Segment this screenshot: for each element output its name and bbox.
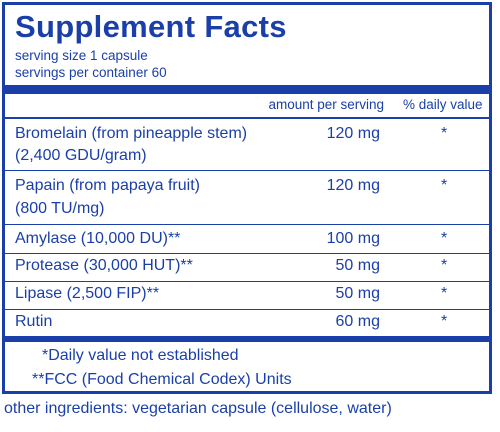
ingredient-amount: 60 mg [335, 313, 380, 330]
ingredient-daily-value: * [441, 285, 448, 302]
ingredient-daily-value: * [441, 313, 448, 330]
header-divider [5, 117, 489, 119]
row-divider [5, 309, 489, 310]
row-divider [5, 224, 489, 225]
ingredient-daily-value: * [441, 230, 448, 247]
row-divider [5, 170, 489, 171]
ingredient-amount: 100 mg [326, 230, 380, 247]
ingredient-name: Papain (from papaya fruit) [15, 177, 200, 194]
ingredient-detail: (2,400 GDU/gram) [15, 147, 147, 164]
ingredient-name: Protease (30,000 HUT)** [15, 257, 193, 274]
other-ingredients: other ingredients: vegetarian capsule (c… [4, 400, 392, 417]
ingredient-name: Lipase (2,500 FIP)** [15, 285, 160, 302]
serving-size: serving size 1 capsule [15, 48, 148, 63]
supplement-facts-panel: Supplement Facts serving size 1 capsule … [2, 2, 492, 394]
row-divider [5, 253, 489, 254]
column-header-amount: amount per serving [268, 97, 384, 112]
ingredient-amount: 120 mg [326, 177, 380, 194]
ingredient-name: Rutin [15, 313, 53, 330]
footnote-daily-value: *Daily value not established [42, 347, 239, 364]
ingredient-daily-value: * [441, 257, 448, 274]
column-header-daily-value: % daily value [403, 97, 483, 112]
thick-divider [5, 85, 489, 94]
ingredient-name: Bromelain (from pineapple stem) [15, 125, 248, 142]
ingredient-detail: (800 TU/mg) [15, 200, 105, 217]
footnote-fcc-units: **FCC (Food Chemical Codex) Units [32, 371, 292, 388]
thick-divider-bottom [5, 336, 489, 342]
ingredient-daily-value: * [441, 125, 448, 142]
ingredient-amount: 50 mg [335, 257, 380, 274]
ingredient-name: Amylase (10,000 DU)** [15, 230, 181, 247]
panel-title: Supplement Facts [15, 9, 287, 44]
servings-per-container: servings per container 60 [15, 65, 167, 80]
ingredient-amount: 50 mg [335, 285, 380, 302]
row-divider [5, 281, 489, 282]
ingredient-amount: 120 mg [326, 125, 380, 142]
ingredient-daily-value: * [441, 177, 448, 194]
